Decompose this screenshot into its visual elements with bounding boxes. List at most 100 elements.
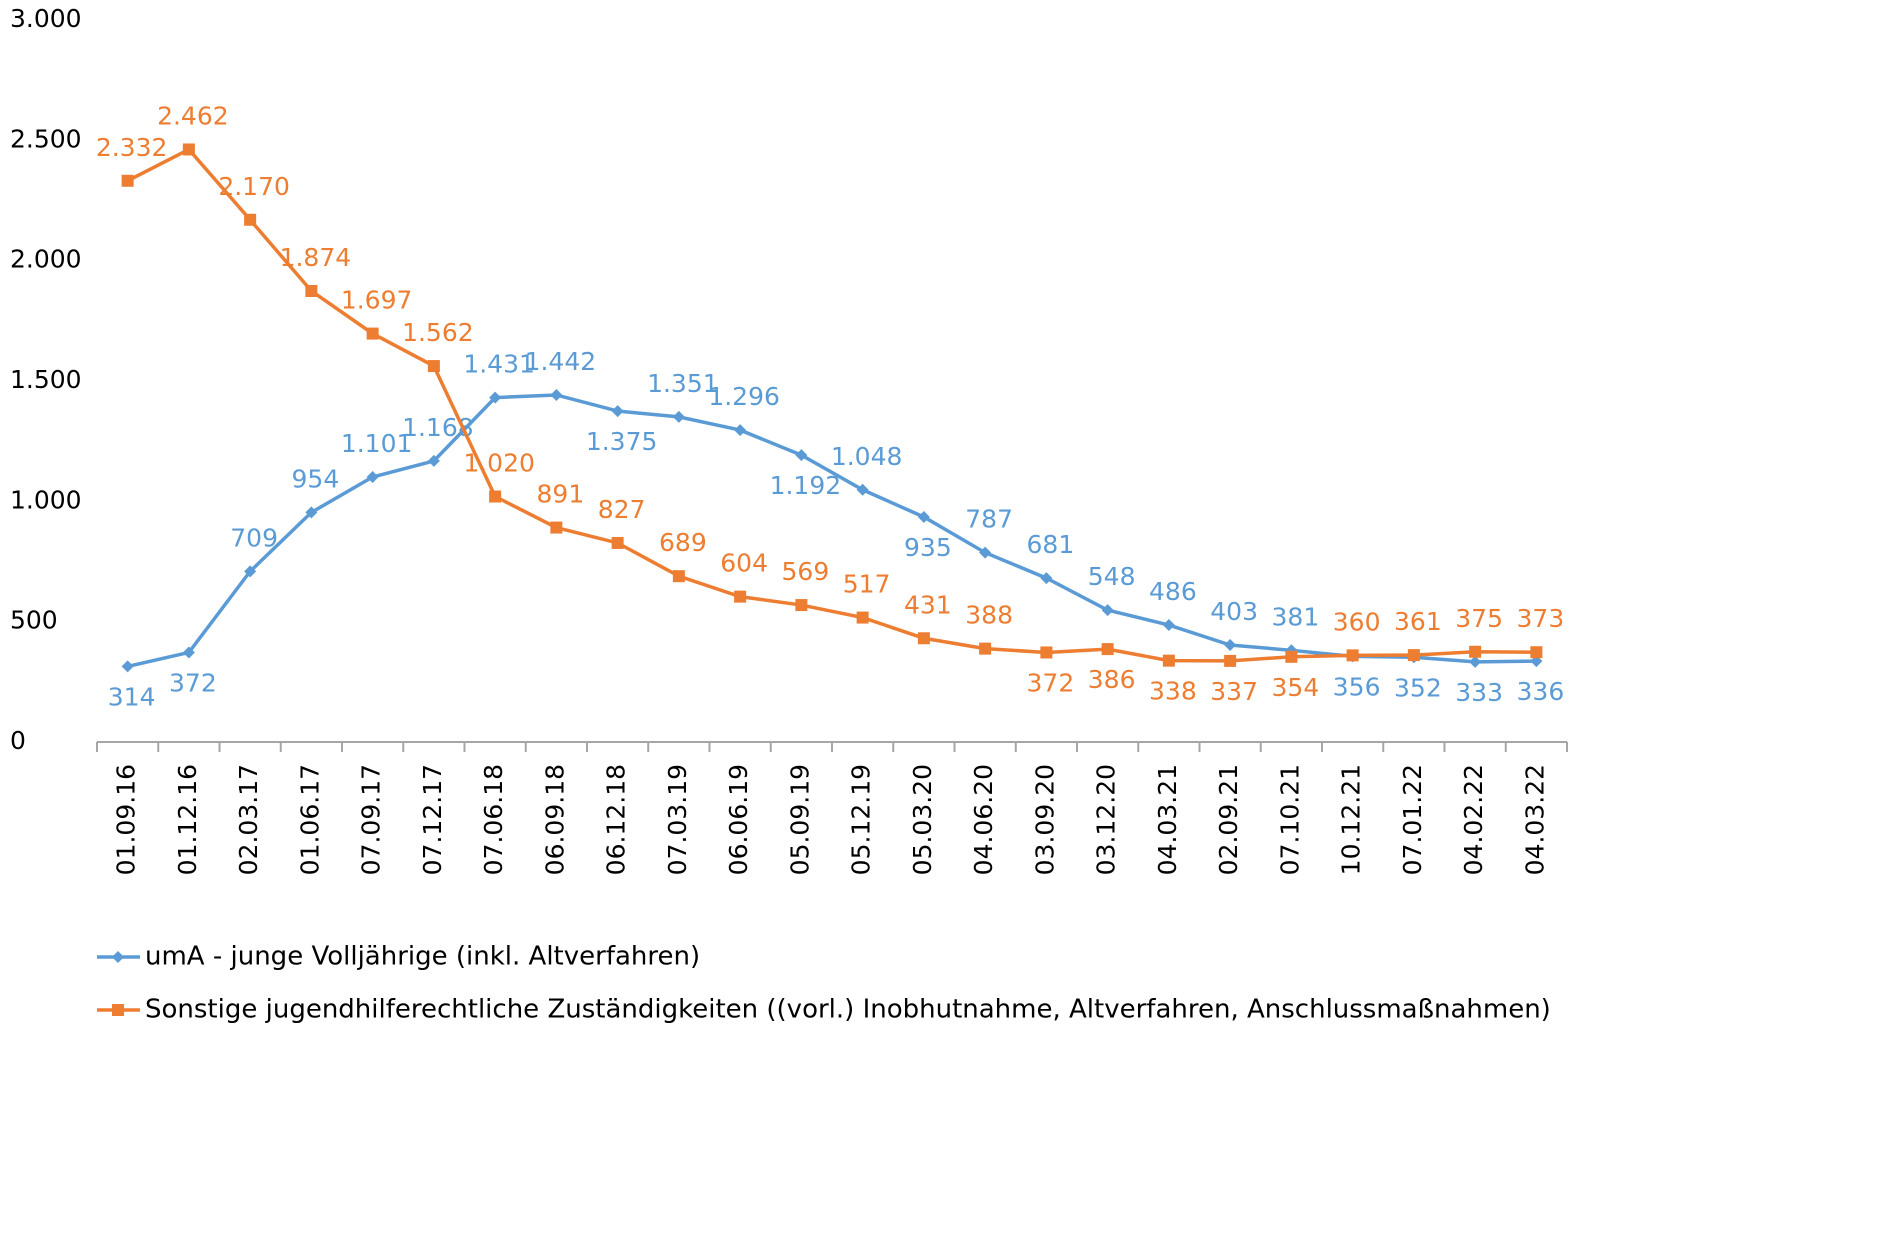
x-tick-label: 04.03.22 — [1520, 764, 1549, 875]
marker — [244, 213, 257, 226]
marker — [427, 360, 440, 373]
marker — [611, 536, 624, 549]
data-label: 2.462 — [157, 101, 229, 130]
marker — [1040, 646, 1053, 659]
marker — [1224, 639, 1237, 652]
data-label: 954 — [292, 464, 340, 493]
y-tick-label: 0 — [10, 726, 26, 755]
y-tick-label: 1.500 — [10, 365, 82, 394]
data-label: 372 — [1027, 668, 1075, 697]
marker — [917, 632, 930, 645]
data-label: 1.192 — [770, 471, 842, 500]
data-label: 486 — [1149, 577, 1197, 606]
marker — [121, 174, 134, 187]
marker — [1469, 645, 1482, 658]
x-tick-label: 03.09.20 — [1030, 764, 1059, 875]
marker — [244, 565, 257, 578]
data-label: 360 — [1333, 607, 1381, 636]
x-tick-label: 01.09.16 — [112, 764, 141, 875]
marker — [489, 490, 502, 503]
data-label: 1.375 — [586, 427, 658, 456]
x-tick-label: 07.10.21 — [1275, 764, 1304, 875]
marker — [366, 327, 379, 340]
data-label: 787 — [965, 505, 1013, 534]
y-tick-label: 3.000 — [10, 4, 82, 33]
marker — [1530, 646, 1543, 659]
marker — [1040, 572, 1053, 585]
data-label: 1.020 — [463, 449, 535, 478]
x-tick-label: 06.06.19 — [724, 764, 753, 875]
marker — [121, 660, 134, 673]
data-label: 1.562 — [402, 318, 474, 347]
marker — [734, 590, 747, 603]
marker — [550, 388, 563, 401]
marker — [1224, 654, 1237, 667]
data-label: 1.442 — [525, 347, 597, 376]
data-label: 403 — [1210, 597, 1258, 626]
data-label: 2.170 — [218, 172, 290, 201]
data-label: 709 — [230, 523, 278, 552]
marker — [856, 611, 869, 624]
marker — [182, 646, 195, 659]
marker — [795, 449, 808, 462]
data-label: 431 — [904, 590, 952, 619]
legend-label: Sonstige jugendhilferechtliche Zuständig… — [145, 995, 1551, 1025]
marker — [979, 546, 992, 559]
marker — [427, 454, 440, 467]
data-label: 1.296 — [708, 382, 780, 411]
x-tick-label: 05.09.19 — [785, 764, 814, 875]
y-tick-label: 2.500 — [10, 124, 82, 153]
x-tick-label: 06.12.18 — [602, 764, 631, 875]
x-tick-label: 02.09.21 — [1214, 764, 1243, 875]
series-line — [126, 147, 1537, 663]
data-label: 1.431 — [463, 350, 535, 379]
x-tick-label: 05.03.20 — [908, 764, 937, 875]
data-label: 338 — [1149, 677, 1197, 706]
marker — [1162, 654, 1175, 667]
data-label: 604 — [720, 549, 768, 578]
data-label: 548 — [1088, 562, 1136, 591]
data-label: 375 — [1455, 604, 1503, 633]
marker — [366, 471, 379, 484]
y-tick-label: 2.000 — [10, 245, 82, 274]
marker — [1101, 643, 1114, 656]
data-label: 381 — [1272, 602, 1320, 631]
x-tick-label: 05.12.19 — [847, 764, 876, 875]
x-tick-label: 04.02.22 — [1459, 764, 1488, 875]
marker — [305, 506, 318, 519]
data-label: 569 — [782, 557, 830, 586]
data-label: 354 — [1272, 673, 1320, 702]
data-label: 361 — [1394, 607, 1442, 636]
marker — [489, 391, 502, 404]
marker — [734, 424, 747, 437]
x-tick-label: 03.12.20 — [1092, 764, 1121, 875]
x-tick-label: 07.06.18 — [479, 764, 508, 875]
data-label: 388 — [965, 601, 1013, 630]
marker — [1162, 619, 1175, 632]
marker — [1285, 650, 1298, 663]
y-tick-label: 500 — [10, 606, 58, 635]
x-tick-label: 07.03.19 — [663, 764, 692, 875]
x-tick-label: 01.06.17 — [295, 764, 324, 875]
data-label: 1.048 — [831, 442, 903, 471]
data-label: 352 — [1394, 673, 1442, 702]
x-tick-label: 04.03.21 — [1153, 764, 1182, 875]
data-label: 1.697 — [341, 286, 413, 315]
marker — [672, 410, 685, 423]
marker — [979, 642, 992, 655]
marker — [672, 570, 685, 583]
data-label: 681 — [1027, 530, 1075, 559]
data-label: 372 — [169, 668, 217, 697]
data-label: 689 — [659, 528, 707, 557]
y-tick-label: 1.000 — [10, 485, 82, 514]
x-tick-label: 01.12.16 — [173, 764, 202, 875]
data-label: 333 — [1455, 678, 1503, 707]
marker — [1407, 649, 1420, 662]
marker — [1101, 604, 1114, 617]
data-label: 891 — [537, 480, 585, 509]
data-label: 337 — [1210, 677, 1258, 706]
data-label: 2.332 — [96, 133, 168, 162]
x-tick-label: 07.09.17 — [357, 764, 386, 875]
marker — [305, 284, 318, 297]
